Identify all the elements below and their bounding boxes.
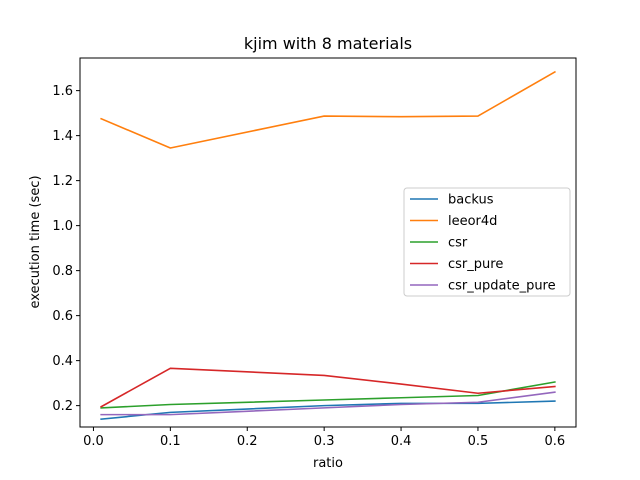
plot-frame	[79, 57, 577, 428]
legend: backus leeor4d csr csr_pure csr_update_pure	[403, 187, 571, 297]
x-tick-label: 0.5	[468, 434, 489, 449]
series-line-backus	[100, 400, 556, 421]
series-line-csr	[100, 381, 556, 409]
y-tick-label: 1.2	[52, 174, 73, 189]
x-tick-label: 0.0	[83, 434, 104, 449]
x-axis: 0.0 0.1 0.2 0.3 0.4 0.5 0.6	[83, 427, 565, 449]
plot-area	[79, 57, 577, 428]
chart-title: kjim with 8 materials	[244, 34, 412, 53]
y-axis: 0.2 0.4 0.6 0.8 1.0 1.2 1.4 1.6	[52, 84, 80, 414]
y-tick-label: 0.6	[52, 309, 73, 324]
x-tick-label: 0.1	[160, 434, 181, 449]
legend-label-csr-update-pure: csr_update_pure	[448, 279, 556, 294]
y-tick-label: 0.4	[52, 354, 73, 369]
series-line-csr-pure	[100, 367, 556, 408]
y-tick-label: 1.6	[52, 84, 73, 99]
legend-label-csr-pure: csr_pure	[448, 257, 503, 272]
series-lines	[100, 70, 556, 421]
legend-label-csr: csr	[448, 236, 468, 251]
x-tick-label: 0.6	[545, 434, 566, 449]
x-tick-label: 0.4	[391, 434, 412, 449]
series-line-leeor4d	[100, 70, 556, 149]
x-axis-label: ratio	[313, 456, 343, 471]
x-tick-label: 0.2	[237, 434, 258, 449]
legend-label-backus: backus	[448, 193, 494, 208]
series-line-csr-update-pure	[100, 391, 556, 416]
y-tick-label: 1.0	[52, 219, 73, 234]
y-axis-label: execution time (sec)	[28, 175, 43, 308]
legend-box	[403, 187, 571, 297]
x-tick-label: 0.3	[314, 434, 335, 449]
y-tick-label: 0.2	[52, 399, 73, 414]
y-tick-label: 0.8	[52, 264, 73, 279]
y-tick-label: 1.4	[52, 129, 73, 144]
legend-label-leeor4d: leeor4d	[448, 214, 497, 229]
